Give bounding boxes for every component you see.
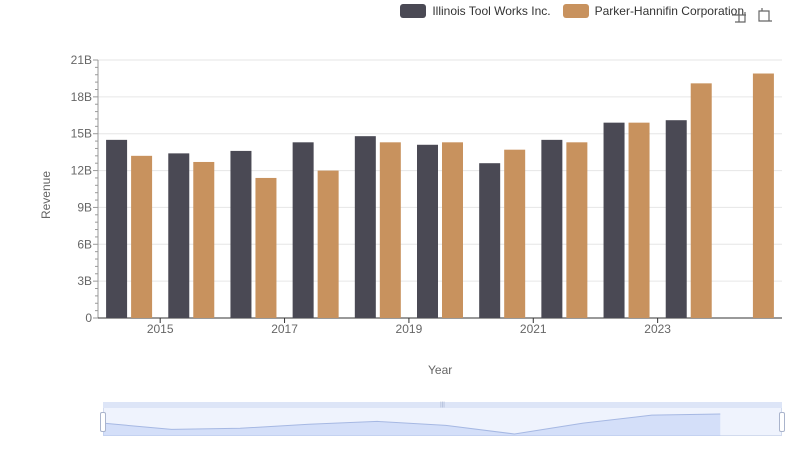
data-zoom-preview <box>103 413 721 436</box>
y-axis-title: Revenue <box>39 170 53 220</box>
x-tick-label: 2017 <box>271 322 298 336</box>
bar-illinois-tool-works-2014 <box>106 139 128 318</box>
legend-item-parker-hannifin[interactable]: Parker-Hannifin Corporation <box>562 4 744 18</box>
y-tick-label: 9B <box>77 200 92 214</box>
bar-illinois-tool-works-2022 <box>603 122 625 319</box>
data-zoom-bar[interactable]: ||| <box>103 402 782 408</box>
data-zoom-preview-line <box>103 413 721 435</box>
bar-illinois-tool-works-2016 <box>230 150 252 318</box>
data-zoom-right-handle[interactable] <box>779 412 785 432</box>
y-tick-label: 21B <box>71 53 92 67</box>
data-zoom-grip-icon[interactable]: ||| <box>440 402 445 408</box>
legend-label-parker-hannifin: Parker-Hannifin Corporation <box>594 4 744 18</box>
x-tick-label: 2019 <box>396 322 423 336</box>
y-tick-label: 18B <box>71 90 92 104</box>
y-tick-label: 0 <box>85 311 92 325</box>
x-tick-label: 2021 <box>520 322 547 336</box>
y-tick-label: 12B <box>71 164 92 178</box>
legend: Illinois Tool Works Inc. Parker-Hannifin… <box>400 4 744 18</box>
bar-illinois-tool-works-2023 <box>665 120 687 318</box>
zoom-icon[interactable] <box>730 6 748 24</box>
bar-illinois-tool-works-2020 <box>479 163 501 318</box>
bar-parker-hannifin-2023 <box>690 83 712 318</box>
x-axis-title: Year <box>428 363 453 377</box>
toolbox <box>730 6 774 24</box>
bar-parker-hannifin-2014 <box>131 155 153 318</box>
bar-parker-hannifin-2017 <box>317 170 339 318</box>
bar-parker-hannifin-2020 <box>504 149 526 318</box>
bar-parker-hannifin-2022 <box>628 122 650 319</box>
restore-icon[interactable] <box>756 6 774 24</box>
bar-parker-hannifin-2018 <box>379 142 401 318</box>
bar-illinois-tool-works-2017 <box>292 142 314 318</box>
bar-parker-hannifin-2015 <box>193 161 215 318</box>
bar-illinois-tool-works-2019 <box>417 144 438 318</box>
legend-swatch-parker-hannifin <box>562 4 589 18</box>
legend-swatch-illinois-tool-works <box>400 4 427 18</box>
legend-item-illinois-tool-works[interactable]: Illinois Tool Works Inc. <box>400 4 551 18</box>
bar-parker-hannifin-2019 <box>442 142 463 318</box>
x-tick-label: 2023 <box>644 322 671 336</box>
y-tick-label: 3B <box>77 274 92 288</box>
bar-illinois-tool-works-2021 <box>541 139 563 318</box>
data-zoom-slider[interactable]: ||| <box>100 402 785 436</box>
data-zoom-preview-area <box>103 414 721 436</box>
bar-parker-hannifin-2016 <box>255 177 277 318</box>
bar-illinois-tool-works-2015 <box>168 153 190 318</box>
legend-label-illinois-tool-works: Illinois Tool Works Inc. <box>432 4 551 18</box>
bar-parker-hannifin-2021 <box>566 142 588 318</box>
x-tick-label: 2015 <box>147 322 174 336</box>
bar-illinois-tool-works-2018 <box>354 136 376 318</box>
bar-parker-hannifin-2024 <box>752 73 774 318</box>
y-tick-label: 6B <box>77 237 92 251</box>
y-tick-label: 15B <box>71 127 92 141</box>
data-zoom-left-handle[interactable] <box>100 412 106 432</box>
